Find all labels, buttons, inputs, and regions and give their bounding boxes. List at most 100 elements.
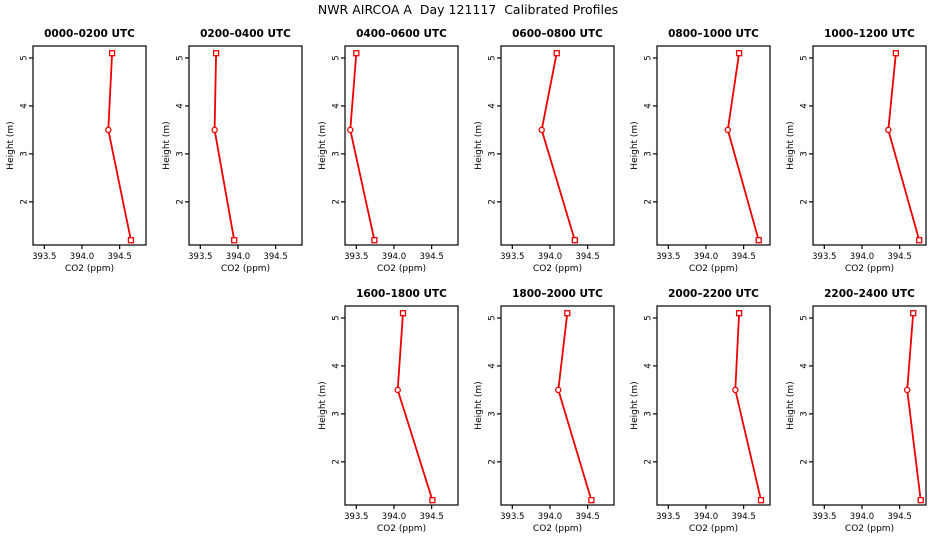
y-tick-label: 5 [644,55,654,60]
y-tick-label: 5 [644,315,654,320]
y-tick-label: 5 [488,55,498,60]
y-tick-label: 2 [332,199,342,204]
data-point-marker [564,310,571,317]
y-tick-label: 4 [644,103,654,108]
x-axis-label: CO2 (ppm) [533,264,582,274]
y-tick-label: 4 [800,103,810,108]
x-axis-label: CO2 (ppm) [377,264,426,274]
y-tick-label: 4 [20,103,30,108]
y-axis-label: Height (m) [6,121,16,169]
y-axis-label: Height (m) [474,121,484,169]
y-tick-label: 4 [332,363,342,368]
data-point-marker [892,50,900,57]
panel-title: 1800–2000 UTC [512,288,603,300]
y-tick-label: 5 [332,55,342,60]
data-point-marker [755,237,762,244]
panel-title: 0600–0800 UTC [512,28,603,40]
panel-title: 0000–0200 UTC [44,28,135,40]
panel-plot: 1800–2000 UTC 2 3 4 5 393.5 394.0 394.5 CO2 (ppm… [474,288,615,534]
x-tick-label: 394.0 [538,512,562,522]
plot-box [344,45,459,246]
plot-box [656,305,771,506]
y-axis-label: Height (m) [162,121,172,169]
x-tick-label: 394.5 [419,512,443,522]
plot-box [188,45,303,246]
x-tick-label: 394.0 [538,252,562,262]
y-tick-label: 5 [176,55,186,60]
data-point-marker [553,50,560,57]
data-point-marker [394,386,401,394]
panel-plot: 0800–1000 UTC 2 3 4 5 393.5 394.0 394.5 CO2 (ppm… [630,28,771,274]
panel-plot: 0000–0200 UTC 2 3 4 5 393.5 394.0 394.5 CO2 (ppm… [6,28,147,274]
data-point-marker [917,497,924,504]
y-tick-label: 2 [800,459,810,464]
panel-title: 0800–1000 UTC [668,28,759,40]
profile-line [906,312,922,502]
x-tick-label: 394.5 [731,252,755,262]
profile-line [213,52,236,242]
panel-title: 0200–0400 UTC [200,28,291,40]
panel-title: 1600–1800 UTC [356,288,447,300]
profile-panel: 2000–2200 UTC 2 3 4 5 393.5 394.0 394.5 CO2 (ppm… [624,280,780,536]
y-tick-label: 2 [488,459,498,464]
x-tick-label: 394.0 [850,512,874,522]
y-tick-label: 5 [20,55,30,60]
panel-plot: 0200–0400 UTC 2 3 4 5 393.5 394.0 394.5 CO2 (ppm… [162,28,303,274]
data-point-marker [211,126,218,134]
y-tick-label: 3 [20,151,30,156]
data-point-marker [231,237,238,244]
panel-plot: 2200–2400 UTC 2 3 4 5 393.5 394.0 394.5 CO2 (ppm… [786,288,927,534]
data-point-marker [735,50,743,57]
x-axis-label: CO2 (ppm) [533,524,582,534]
y-tick-label: 2 [644,459,654,464]
profile-line [734,312,762,502]
y-axis-label: Height (m) [630,381,640,429]
x-tick-label: 393.5 [344,252,368,262]
data-point-marker [910,310,917,317]
data-point-marker [724,126,732,134]
y-tick-label: 3 [176,151,186,156]
y-tick-label: 3 [800,411,810,416]
x-tick-label: 394.0 [694,512,718,522]
data-point-marker [571,237,578,244]
panel-title: 1000–1200 UTC [824,28,915,40]
data-point-marker [885,126,892,134]
x-tick-label: 394.5 [575,512,599,522]
profile-panel: 0600–0800 UTC 2 3 4 5 393.5 394.0 394.5 CO2 (ppm… [468,20,624,276]
plot-box [812,305,927,506]
x-axis-label: CO2 (ppm) [689,264,738,274]
y-axis-label: Height (m) [318,381,328,429]
y-tick-label: 2 [644,199,654,204]
panel-plot: 2000–2200 UTC 2 3 4 5 393.5 394.0 394.5 CO2 (ppm… [630,288,771,534]
plot-box [500,45,615,246]
data-point-marker [347,126,354,134]
x-tick-label: 393.5 [188,252,212,262]
x-tick-label: 394.5 [887,512,911,522]
y-axis-label: Height (m) [786,121,796,169]
y-tick-label: 2 [176,199,186,204]
x-tick-label: 394.0 [382,512,406,522]
x-tick-label: 393.5 [344,512,368,522]
x-axis-label: CO2 (ppm) [689,524,738,534]
data-point-marker [903,386,911,394]
x-tick-label: 394.0 [226,252,250,262]
y-tick-label: 4 [176,103,186,108]
y-tick-label: 5 [800,55,810,60]
y-tick-label: 2 [332,459,342,464]
panel-title: 2200–2400 UTC [824,288,915,300]
y-tick-label: 5 [332,315,342,320]
profile-line [887,52,921,242]
y-tick-label: 4 [644,363,654,368]
plot-box [812,45,927,246]
data-point-marker [399,310,407,317]
data-point-marker [555,386,562,394]
y-tick-label: 4 [800,363,810,368]
x-tick-label: 394.5 [731,512,755,522]
data-point-marker [353,50,360,57]
data-point-marker [127,237,135,244]
profile-line [107,52,132,242]
y-tick-label: 4 [332,103,342,108]
y-tick-label: 3 [488,151,498,156]
y-tick-label: 3 [644,151,654,156]
